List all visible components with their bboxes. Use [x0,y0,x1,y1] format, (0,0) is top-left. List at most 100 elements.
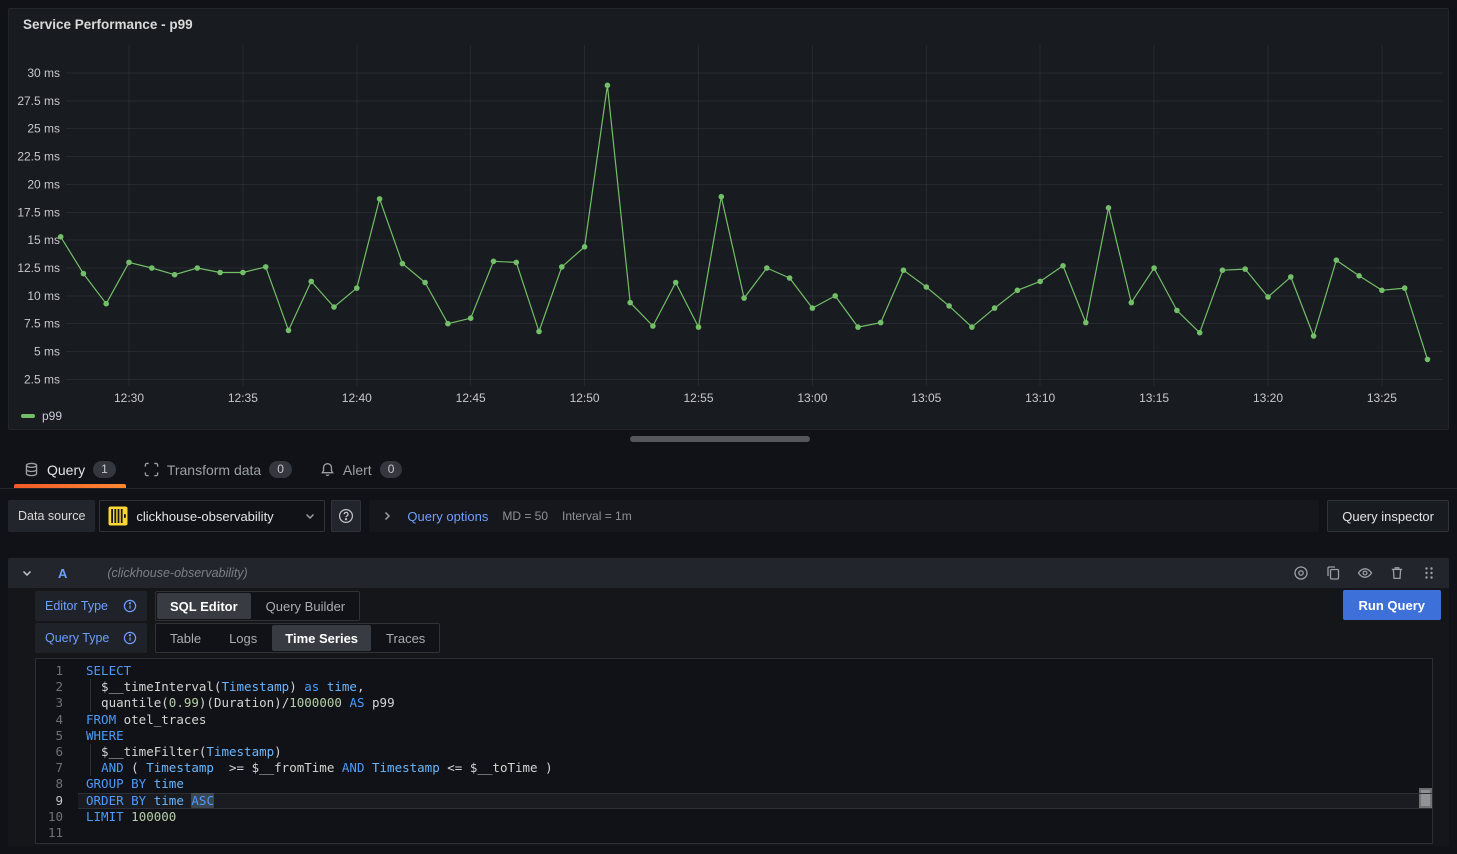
tab-label: Alert [342,461,372,478]
drag-handle-icon[interactable] [1421,565,1437,581]
line-number: 3 [55,695,63,711]
query-type-table[interactable]: Table [170,630,202,646]
code-line-5: 5 WHERE [36,728,1432,744]
tab-transform-data[interactable]: Transform data 0 [130,451,306,488]
query-type-row: Query Type Table Logs Time Series Traces [35,623,441,653]
svg-text:13:15: 13:15 [1139,391,1169,405]
info-circle-icon[interactable] [123,631,137,645]
line-content: LIMIT 100000 [86,808,177,824]
code-line-2: 2 $__timeInterval(Timestamp) as time, [36,679,1432,696]
chevron-down-icon [306,513,315,520]
code-line-6: 6 $__timeFilter(Timestamp) [36,743,1432,761]
svg-text:12:55: 12:55 [683,391,713,405]
code-line-4: 4 FROM otel_traces [36,712,1432,728]
collapse-chevron-icon[interactable] [20,566,34,580]
line-number: 1 [55,663,63,678]
datasource-picker[interactable]: clickhouse-observability [99,500,326,532]
legend-item-p99[interactable]: p99 [21,409,62,423]
query-inspector-button[interactable]: Query inspector [1327,500,1449,532]
remove-query-icon[interactable] [1389,565,1405,581]
line-content: AND ( Timestamp >= $__fromTime AND Times… [78,760,1432,777]
run-query-button[interactable]: Run Query [1342,590,1441,620]
line-number: 8 [55,776,63,792]
disable-query-icon[interactable] [1293,565,1309,581]
svg-text:30 ms: 30 ms [27,66,60,80]
time-series-chart[interactable]: 30 ms 27.5 ms 25 ms 22.5 ms 20 ms 17.5 ms 15 m… [9,9,1448,429]
database-icon [25,462,38,477]
editor-type-query-builder[interactable]: Query Builder [265,598,346,614]
line-number: 10 [47,808,63,824]
tab-query-count: 1 [93,461,116,478]
svg-text:10 ms: 10 ms [27,289,60,303]
code-line-7: 7 AND ( Timestamp >= $__fromTime AND Tim… [36,760,1432,777]
tab-transform-count: 0 [269,461,292,478]
query-type-traces[interactable]: Traces [386,630,426,646]
svg-text:13:20: 13:20 [1253,391,1283,405]
line-number: 5 [55,727,63,743]
line-content: $__timeInterval(Timestamp) as time, [86,679,365,696]
query-row-header: A (clickhouse-observability) [8,558,1449,588]
line-number: 7 [55,760,63,776]
editor-type-group: SQL Editor Query Builder [155,591,361,621]
line-content: GROUP BY time [86,776,184,792]
panel-service-performance: 30 ms 27.5 ms 25 ms 22.5 ms 20 ms 17.5 ms 15 m… [8,8,1449,430]
line-content: WHERE [86,727,124,743]
query-type-time-series[interactable]: Time Series [272,625,372,651]
info-circle-icon[interactable] [123,599,137,613]
panel-title: Service Performance - p99 [23,17,193,32]
svg-text:2.5 ms: 2.5 ms [24,372,60,386]
svg-text:22.5 ms: 22.5 ms [17,150,60,164]
panel-resize-scrollbar[interactable] [630,436,810,442]
query-row-A: A (clickhouse-observability) [8,558,1449,846]
query-ref-id: A [58,565,68,581]
svg-text:12.5 ms: 12.5 ms [17,261,60,275]
line-number: 11 [47,824,63,840]
line-content: FROM otel_traces [86,711,207,727]
svg-text:20 ms: 20 ms [27,177,60,191]
datasource-help-button[interactable] [331,500,362,532]
svg-text:27.5 ms: 27.5 ms [17,94,60,108]
line-content: SELECT [86,663,132,678]
code-line-8: 8 GROUP BY time [36,776,1432,792]
code-line-10: 10 LIMIT 100000 [36,809,1432,825]
svg-text:12:45: 12:45 [456,391,486,405]
query-type-field-label: Query Type [35,623,147,653]
query-options-bar: Query options MD = 50 Interval = 1m [369,500,1320,532]
svg-text:7.5 ms: 7.5 ms [24,317,60,331]
question-circle-icon [339,508,354,524]
svg-text:12:30: 12:30 [114,391,144,405]
bell-icon [321,463,334,477]
editor-type-row: Editor Type SQL Editor Query Builder [35,591,361,621]
query-type-group: Table Logs Time Series Traces [155,623,441,653]
code-line-3: 3 quantile(0.99)(Duration)/1000000 AS p9… [36,695,1432,712]
svg-text:25 ms: 25 ms [27,122,60,136]
svg-text:12:35: 12:35 [228,391,258,405]
tab-alert-count: 0 [379,461,403,478]
query-toolbar: Data source clickhouse-observability Que… [8,500,1449,532]
editor-scrollbar-thumb[interactable] [1419,788,1432,808]
editor-type-sql-editor[interactable]: SQL Editor [157,593,251,619]
line-content [78,825,1432,841]
datasource-name: clickhouse-observability [136,508,274,524]
hide-response-icon[interactable] [1357,565,1373,581]
svg-text:12:40: 12:40 [342,391,372,405]
query-row-actions [1293,565,1437,581]
line-number: 9 [55,792,63,808]
chevron-right-icon[interactable] [381,510,393,522]
interval-value: Interval = 1m [562,509,632,523]
tab-query[interactable]: Query 1 [10,451,130,488]
duplicate-query-icon[interactable] [1325,565,1341,581]
editor-type-field-label: Editor Type [35,591,147,621]
legend-swatch [21,414,35,418]
transform-icon [144,462,159,477]
tab-alert[interactable]: Alert 0 [306,451,416,488]
sql-code-editor[interactable]: 1 SELECT 2 $__timeInterval(Timestamp) as t… [35,658,1433,844]
code-line-11: 11 [36,825,1432,841]
svg-text:12:50: 12:50 [570,391,600,405]
datasource-label: Data source [8,500,96,532]
query-type-logs[interactable]: Logs [229,630,258,646]
svg-text:13:05: 13:05 [911,391,941,405]
max-data-points-value: MD = 50 [502,509,549,523]
query-type-label: Query Type [45,631,110,645]
query-options-toggle[interactable]: Query options [407,508,489,524]
